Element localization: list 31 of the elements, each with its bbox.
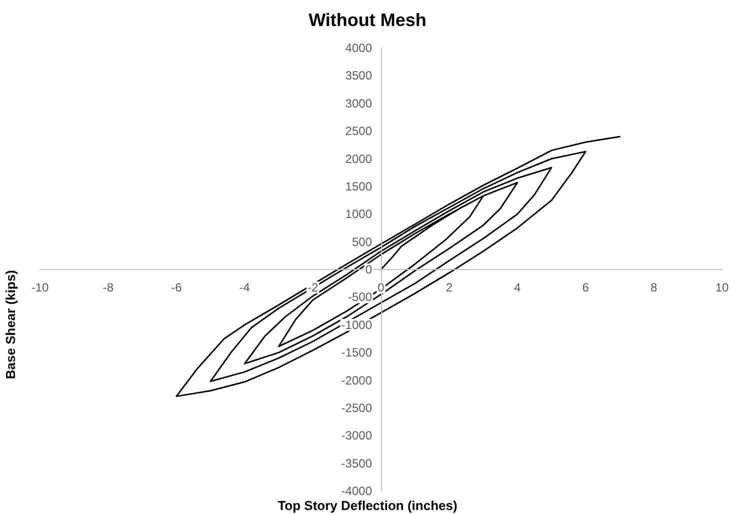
- y-tick-label: -2500: [341, 400, 372, 415]
- y-tick-label: -1500: [341, 346, 372, 360]
- chart-title: Without Mesh: [308, 10, 426, 30]
- y-tick-label: 3500: [345, 68, 372, 83]
- y-tick-label: -500: [348, 290, 372, 304]
- y-tick-label: 2000: [345, 152, 372, 166]
- y-tick-label: 1500: [345, 179, 372, 194]
- y-tick-label: 0: [365, 262, 372, 276]
- y-tick-label: 3000: [345, 96, 372, 110]
- y-tick-label: 1000: [345, 207, 372, 222]
- y-tick-label: -3000: [341, 428, 372, 443]
- x-tick-label: -4: [239, 280, 250, 294]
- y-tick-label: 500: [352, 234, 372, 249]
- x-tick-label: -6: [171, 280, 182, 294]
- x-tick-label: 0: [378, 280, 385, 294]
- y-tick-label: 4000: [345, 41, 372, 55]
- x-tick-label: -2: [307, 280, 318, 294]
- x-tick-label: 6: [582, 280, 590, 294]
- x-tick-label: 4: [514, 280, 522, 294]
- x-tick-label: -10: [31, 280, 49, 294]
- x-tick-label: -8: [102, 280, 114, 294]
- y-tick-label: -3500: [341, 456, 372, 470]
- x-tick-label: 2: [446, 280, 453, 294]
- x-tick-label: 10: [715, 280, 729, 294]
- x-axis-title: Top Story Deflection (inches): [278, 498, 458, 513]
- y-tick-label: -1000: [341, 318, 372, 332]
- y-axis-title: Base Shear (kips): [3, 270, 18, 380]
- y-tick-label: 2500: [345, 124, 372, 138]
- y-tick-label: -4000: [341, 484, 372, 498]
- x-tick-label: 8: [650, 280, 658, 294]
- y-tick-label: -2000: [341, 373, 372, 388]
